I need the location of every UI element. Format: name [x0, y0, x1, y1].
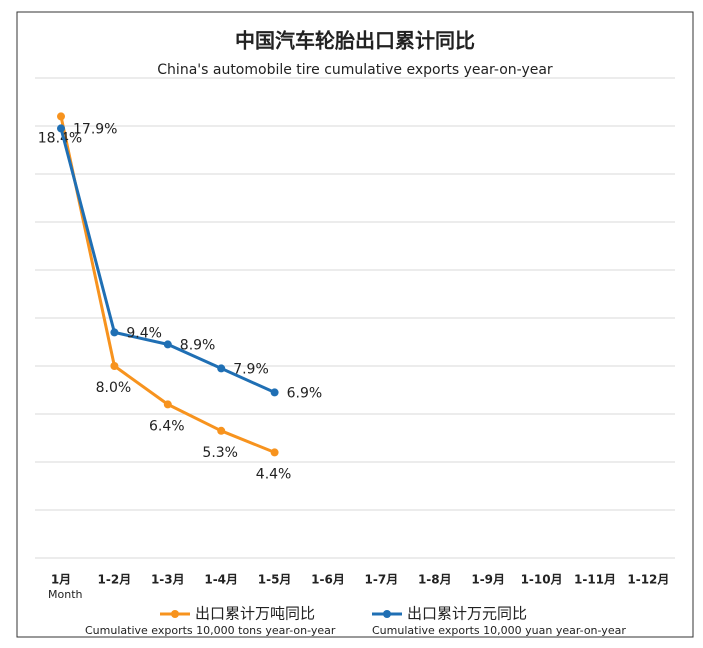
- data-label: 9.4%: [126, 325, 162, 341]
- legend-marker: [171, 610, 179, 618]
- chart-title: 中国汽车轮胎出口累计同比: [235, 29, 475, 53]
- data-point: [270, 448, 279, 457]
- x-tick-label: 1-11月: [574, 573, 616, 587]
- data-label: 6.4%: [149, 418, 185, 434]
- legend-label: 出口累计万元同比: [407, 605, 527, 623]
- data-label: 7.9%: [233, 361, 269, 377]
- legend-subtitle: Cumulative exports 10,000 tons year-on-y…: [85, 624, 336, 637]
- x-tick-label: 1-5月: [258, 573, 292, 587]
- data-label: 8.0%: [96, 380, 132, 396]
- data-point: [57, 112, 65, 121]
- data-point: [57, 124, 65, 133]
- x-tick-label: 1-3月: [151, 573, 185, 587]
- data-label: 17.9%: [73, 121, 117, 137]
- x-tick-label: 1-8月: [418, 573, 452, 587]
- x-tick-label: 1-6月: [311, 573, 345, 587]
- data-point: [270, 388, 279, 397]
- x-axis-label: Month: [48, 588, 83, 601]
- data-point: [217, 426, 226, 435]
- x-tick-label: 1月: [51, 573, 71, 587]
- legend-label: 出口累计万吨同比: [195, 605, 315, 623]
- data-point: [163, 340, 172, 349]
- x-tick-label: 1-7月: [365, 573, 399, 587]
- x-tick-label: 1-2月: [98, 573, 132, 587]
- data-label: 18.4%: [38, 130, 82, 146]
- chart-subtitle: China's automobile tire cumulative expor…: [157, 62, 553, 78]
- data-point: [110, 362, 119, 370]
- data-label: 4.4%: [256, 466, 292, 482]
- x-tick-label: 1-9月: [471, 573, 505, 587]
- data-point: [163, 400, 172, 409]
- legend-subtitle: Cumulative exports 10,000 yuan year-on-y…: [372, 624, 626, 637]
- data-label: 5.3%: [202, 445, 238, 461]
- x-tick-label: 1-12月: [627, 573, 669, 587]
- data-label: 8.9%: [180, 337, 216, 353]
- legend-marker: [383, 610, 391, 618]
- chart-border: [16, 11, 694, 638]
- data-point: [110, 328, 119, 337]
- data-label: 6.9%: [287, 385, 323, 401]
- x-tick-label: 1-4月: [204, 573, 238, 587]
- data-point: [217, 364, 226, 373]
- x-tick-label: 1-10月: [521, 573, 563, 587]
